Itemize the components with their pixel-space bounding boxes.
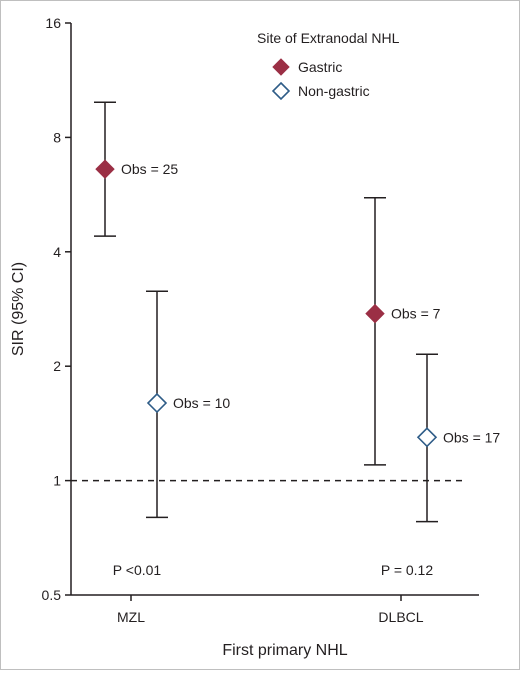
p-value-label: P = 0.12 — [381, 562, 434, 578]
y-tick-label: 4 — [53, 244, 61, 260]
legend-title: Site of Extranodal NHL — [257, 30, 400, 46]
marks: Obs = 25 Obs = 7 Obs = 10 Obs = 17 P <0.01 P … — [94, 101, 500, 578]
y-tick-label: 16 — [45, 15, 61, 31]
obs-label: Obs = 25 — [121, 161, 178, 177]
y-tick-label: 2 — [53, 358, 61, 374]
legend-non-gastric-marker — [271, 81, 291, 101]
obs-label: Obs = 7 — [391, 306, 441, 322]
non-gastric-point — [146, 392, 168, 414]
non-gastric-point — [416, 427, 438, 448]
x-axis-title: First primary NHL — [222, 642, 347, 659]
x-tick-label: MZL — [117, 609, 145, 625]
obs-label: Obs = 17 — [443, 429, 500, 445]
p-value-label: P <0.01 — [113, 562, 162, 578]
legend: Gastric Non-gastric — [271, 58, 370, 101]
obs-label: Obs = 10 — [173, 395, 230, 411]
legend-gastric-marker — [272, 58, 290, 76]
y-tick-label: 1 — [53, 473, 61, 489]
y-axis-title: SIR (95% CI) — [10, 262, 27, 356]
gastric-point — [365, 303, 385, 324]
legend-label: Gastric — [298, 59, 342, 75]
gastric-point — [95, 159, 115, 179]
x-tick-label: DLBCL — [378, 609, 423, 625]
y-tick-label: 0.5 — [42, 587, 62, 603]
axes: 0.5 1 2 4 8 16 MZL DLBCL — [42, 15, 479, 625]
legend-label: Non-gastric — [298, 83, 370, 99]
y-tick-label: 8 — [53, 129, 61, 145]
